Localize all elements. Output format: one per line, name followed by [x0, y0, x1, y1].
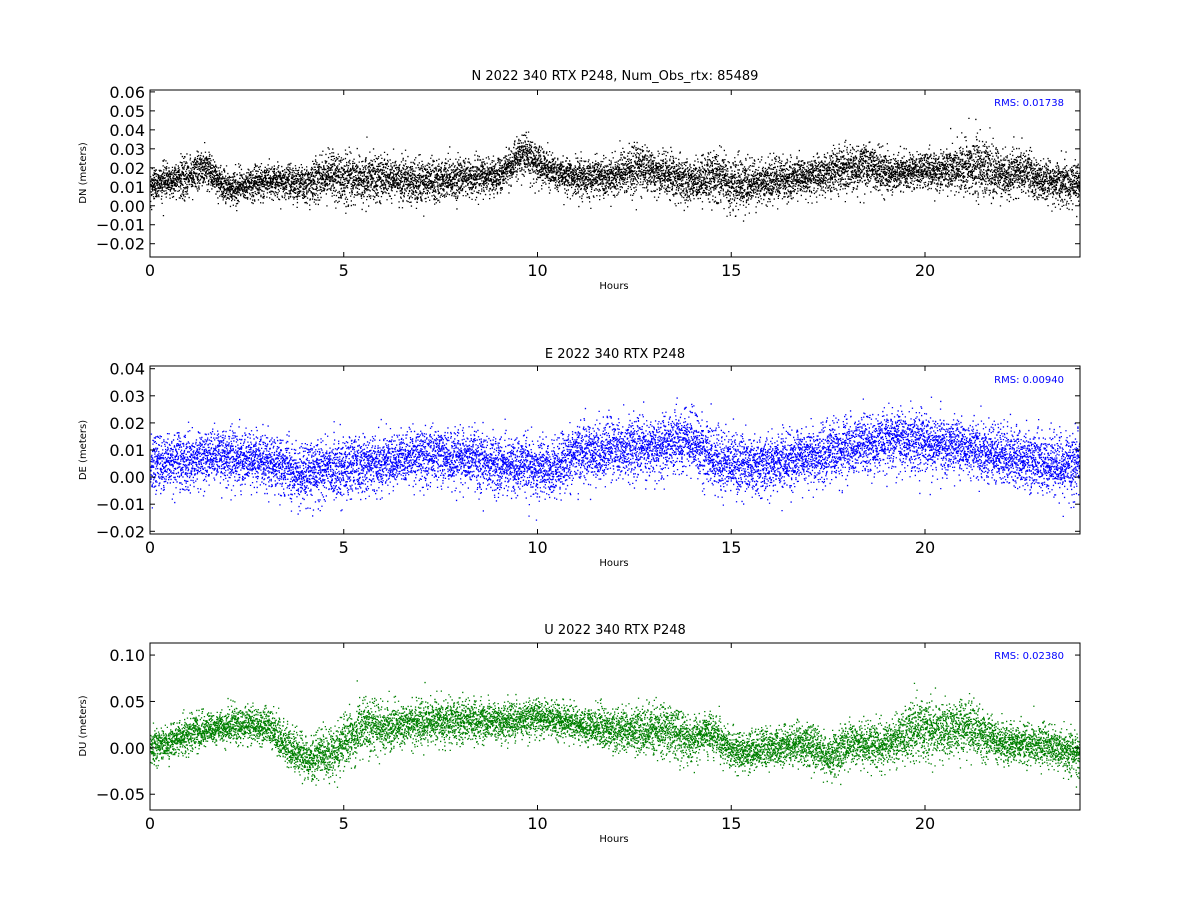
panel-e-title: E 2022 340 RTX P248 [545, 347, 685, 362]
panel-e-ticks: 0 5 10 15 20 −0.02 −0.01 0.00 0.01 0.02 0.03 0.04 [96, 360, 1080, 557]
panel-n-title: N 2022 340 RTX P248, Num_Obs_rtx: 85489 [472, 69, 759, 84]
panel-n: N 2022 340 RTX P248, Num_Obs_rtx: 85489 … [78, 69, 1081, 292]
panel-u-xtick-label: 10 [527, 814, 547, 833]
panel-n-ytick-label: −0.02 [96, 235, 145, 254]
panel-e-ytick-label: −0.02 [96, 522, 145, 541]
panel-e-xtick-label: 0 [145, 538, 155, 557]
panel-u-xtick-label: 0 [145, 814, 155, 833]
panel-u-ytick-label: 0.10 [109, 646, 145, 665]
panel-u-frame [149, 642, 1081, 811]
panel-e-xtick-label: 15 [721, 538, 741, 557]
panel-n-xlabel: Hours [599, 281, 628, 292]
panel-u-xtick-label: 5 [339, 814, 349, 833]
panel-e-rms: RMS: 0.00940 [994, 375, 1064, 386]
panel-n-ytick-label: 0.06 [109, 83, 145, 102]
panel-n-xtick-label: 15 [721, 261, 741, 280]
panel-e-xtick-label: 5 [339, 538, 349, 557]
panel-u-ticks: 0 5 10 15 20 −0.05 0.00 0.05 0.10 [96, 643, 1080, 833]
panel-n-ytick-label: 0.00 [109, 197, 145, 216]
panel-e-ytick-label: 0.04 [109, 360, 145, 379]
panel-u-ytick-label: 0.05 [109, 692, 145, 711]
panel-n-ytick-label: 0.02 [109, 159, 145, 178]
panel-n-xtick-label: 0 [145, 261, 155, 280]
panel-u-ytick-label: 0.00 [109, 739, 145, 758]
panel-n-ytick-label: −0.01 [96, 216, 145, 235]
panel-e: E 2022 340 RTX P248 0 5 10 15 20 −0.02 −0.01 0.… [78, 347, 1081, 569]
panel-n-points [150, 117, 1080, 222]
panel-u-rms: RMS: 0.02380 [994, 651, 1064, 662]
panel-n-ytick-label: 0.03 [109, 140, 145, 159]
panel-e-xtick-label: 20 [915, 538, 935, 557]
panel-u-ytick-label: −0.05 [96, 785, 145, 804]
panel-e-points [150, 396, 1080, 521]
panel-e-ytick-label: 0.01 [109, 441, 145, 460]
panel-n-ylabel: DN (meters) [78, 142, 89, 204]
panel-n-ytick-label: 0.01 [109, 178, 145, 197]
panel-n-frame [149, 89, 1081, 258]
panel-e-ytick-label: 0.00 [109, 468, 145, 487]
panel-e-ylabel: DE (meters) [78, 420, 89, 480]
panel-u-points [150, 680, 1080, 788]
panel-e-ytick-label: 0.02 [109, 414, 145, 433]
panel-n-series-0-points [150, 117, 1080, 222]
panel-u-xtick-label: 15 [721, 814, 741, 833]
panel-u-title: U 2022 340 RTX P248 [544, 623, 686, 638]
panel-u-xtick-label: 20 [915, 814, 935, 833]
panel-e-xtick-label: 10 [527, 538, 547, 557]
panel-n-ticks: 0 5 10 15 20−0.02−0.010.000.010.020.030.040.… [96, 83, 1080, 280]
panel-e-ytick-label: −0.01 [96, 495, 145, 514]
panel-e-series-0-points [150, 396, 1080, 521]
panel-n-rms: RMS: 0.01738 [994, 98, 1064, 109]
panel-n-xtick-label: 10 [527, 261, 547, 280]
panel-e-xlabel: Hours [599, 558, 628, 569]
panel-n-ytick-label: 0.04 [109, 121, 145, 140]
panel-n-xtick-label: 20 [915, 261, 935, 280]
panel-n-ytick-label: 0.05 [109, 102, 145, 121]
panel-n-xtick-label: 5 [339, 261, 349, 280]
panel-u-xlabel: Hours [599, 834, 628, 845]
panel-u-series-0-points [150, 680, 1080, 788]
panel-u: U 2022 340 RTX P248 0 5 10 15 20 −0.05 0.00 0.0… [78, 623, 1081, 845]
panel-e-ytick-label: 0.03 [109, 387, 145, 406]
panel-u-ylabel: DU (meters) [78, 695, 89, 756]
